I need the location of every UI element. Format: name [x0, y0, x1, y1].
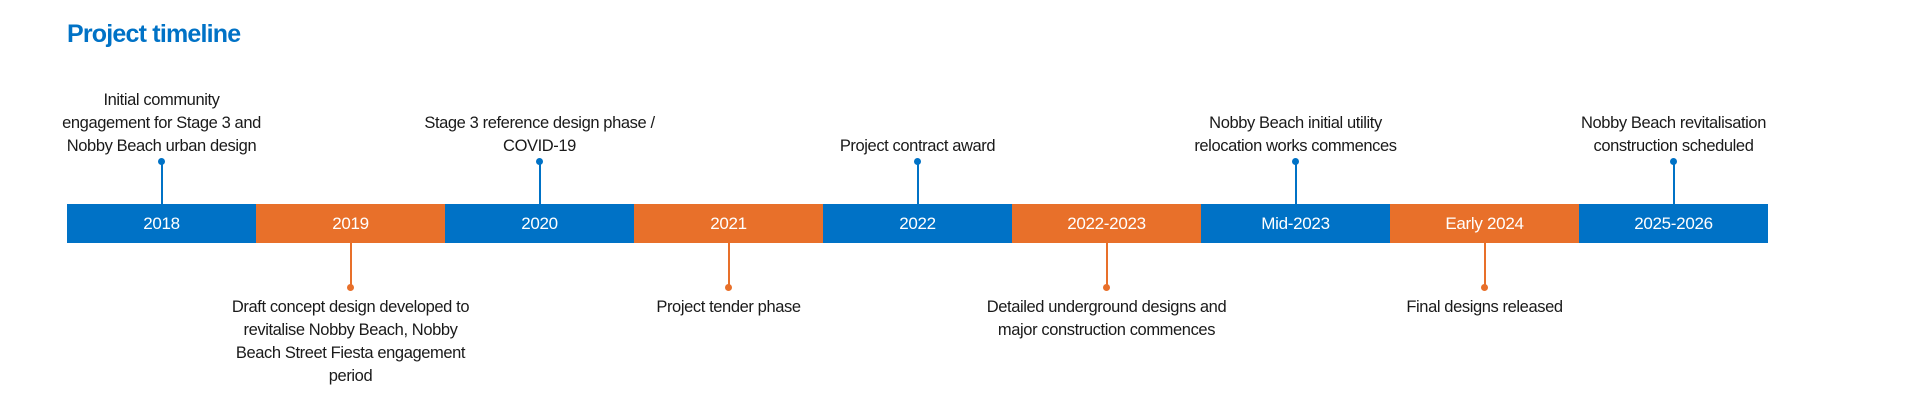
event-label: Nobby Beach initial utility relocation w…: [1194, 114, 1397, 155]
connector-dot: [536, 158, 543, 165]
connector-line: [1294, 162, 1297, 204]
connector-line: [916, 162, 919, 204]
event-label: Final designs released: [1406, 298, 1563, 316]
connector-dot: [347, 284, 354, 291]
connector-line: [1672, 162, 1675, 204]
timeline-segment: 2018: [67, 204, 256, 243]
connector-dot: [1670, 158, 1677, 165]
timeline-segment: 2020: [445, 204, 634, 243]
timeline-segment: 2025-2026: [1579, 204, 1768, 243]
timeline-segment: 2022-2023: [1012, 204, 1201, 243]
event-label: Project tender phase: [656, 298, 801, 316]
connector-dot: [725, 284, 732, 291]
timeline-segment: 2019: [256, 204, 445, 243]
timeline-segment: 2021: [634, 204, 823, 243]
timeline-segment: Mid-2023: [1201, 204, 1390, 243]
connector-line: [160, 162, 163, 204]
connector-line: [538, 162, 541, 204]
connector-line: [1483, 243, 1486, 288]
connector-line: [727, 243, 730, 288]
timeline-segment: 2022: [823, 204, 1012, 243]
event-label: Initial community engagement for Stage 3…: [62, 91, 261, 155]
connector-dot: [914, 158, 921, 165]
event-label: Project contract award: [839, 137, 996, 155]
connector-line: [349, 243, 352, 288]
event-label: Stage 3 reference design phase / COVID-1…: [424, 114, 655, 155]
connector-dot: [1292, 158, 1299, 165]
page-title: Project timeline: [67, 20, 241, 48]
connector-line: [1105, 243, 1108, 288]
event-label: Draft concept design developed to revita…: [231, 298, 470, 385]
timeline-segment: Early 2024: [1390, 204, 1579, 243]
event-label: Detailed underground designs and major c…: [986, 298, 1227, 339]
timeline-bar: 2018 2019 2020 2021 2022 2022-2023 Mid-2023 Ear…: [67, 204, 1768, 243]
connector-dot: [158, 158, 165, 165]
event-label: Nobby Beach revitalisation construction …: [1581, 114, 1766, 155]
connector-dot: [1103, 284, 1110, 291]
connector-dot: [1481, 284, 1488, 291]
